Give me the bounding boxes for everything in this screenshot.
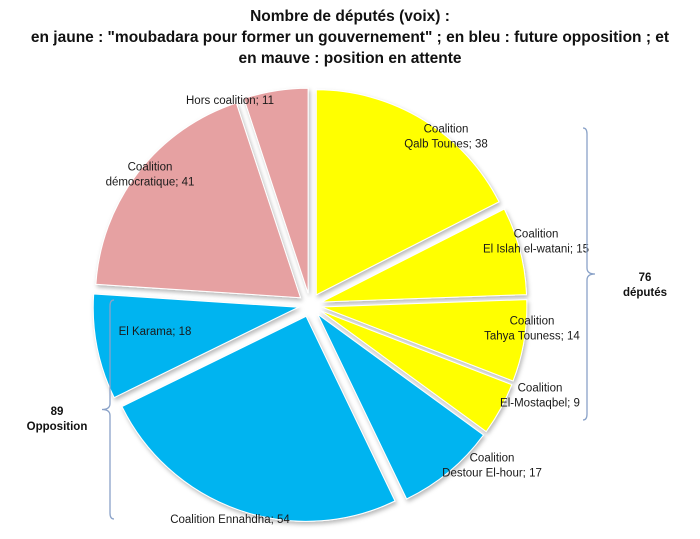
chart-title-line-1: Nombre de députés (voix) : [250,8,450,25]
bracket-label-right-line-2: députés [623,287,667,299]
slice-label-6-line-1: Coalition Ennahdha; 54 [170,514,290,526]
slice-label-9-line-1: Hors coalition; 11 [186,95,274,107]
slice-labels: Coalition Qalb Tounes; 38 Coalition El Isla… [106,95,590,526]
slice-label-1-line-1: Coalition [424,124,469,136]
chart-title-line-2: en jaune : "moubadara pour former un gou… [30,29,670,46]
pie-slice-5 [317,313,485,500]
slice-label-1-line-2: Qalb Tounes; 38 [404,139,488,151]
bracket-right [582,127,596,421]
slice-label-5-line-1: Coalition [470,453,515,465]
slice-label-2-line-1: Coalition [514,229,559,241]
pie-slice-1 [315,89,500,296]
bracket-label-right-line-1: 76 [639,272,652,284]
pie-slice-3 [321,299,528,382]
slice-label-3-line-2: Tahya Touness; 14 [484,331,580,343]
bracket-label-left-line-2: Opposition [27,421,88,433]
chart-title-line-3: en mauve : position en attente [238,50,462,67]
pie-slice-7 [92,293,301,399]
slice-label-7-line-1: El Karama; 18 [119,326,192,338]
bracket-label-left-line-1: 89 [51,406,64,418]
bracket-left [101,299,115,520]
slice-label-8-line-1: Coalition [128,162,173,174]
slice-label-3-line-1: Coalition [510,316,555,328]
chart-title: Nombre de députés (voix) : en jaune : "m… [0,6,700,69]
pie-slice-2 [321,208,528,303]
slice-label-4-line-2: El-Mostaqbel; 9 [500,398,580,410]
group-brackets: 76 députés 89 Opposition [27,127,667,520]
slice-label-2-line-2: El Islah el-watani; 15 [483,244,589,256]
slice-label-4-line-1: Coalition [518,383,563,395]
slice-label-5-line-2: Destour El-hour; 17 [442,468,542,480]
pie-slice-4 [320,310,513,433]
slice-label-8-line-2: démocratique; 41 [106,177,195,189]
pie-slices [92,87,528,522]
pie-slice-9 [243,87,309,294]
pie-slice-8 [95,102,302,299]
pie-slice-6 [121,315,396,522]
